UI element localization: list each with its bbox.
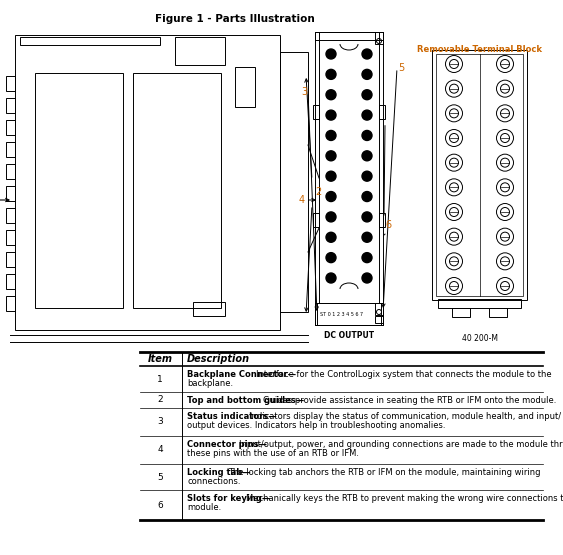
Circle shape bbox=[362, 253, 372, 263]
Circle shape bbox=[326, 69, 336, 79]
Text: Description: Description bbox=[187, 354, 250, 364]
Circle shape bbox=[362, 273, 372, 283]
Text: backplane.: backplane. bbox=[187, 379, 233, 388]
Bar bbox=[15, 35, 280, 330]
Text: Slots for keying—: Slots for keying— bbox=[187, 494, 270, 503]
Circle shape bbox=[326, 191, 336, 201]
Bar bbox=[6, 120, 15, 135]
Text: Connector pins—: Connector pins— bbox=[187, 440, 267, 449]
Text: output devices. Indicators help in troubleshooting anomalies.: output devices. Indicators help in troub… bbox=[187, 421, 445, 430]
Bar bbox=[436, 54, 523, 296]
Circle shape bbox=[326, 151, 336, 161]
Text: 4: 4 bbox=[157, 446, 163, 455]
Text: The locking tab anchors the RTB or IFM on the module, maintaining wiring: The locking tab anchors the RTB or IFM o… bbox=[229, 468, 541, 477]
Bar bbox=[379, 105, 385, 119]
Text: 2: 2 bbox=[315, 187, 321, 197]
Bar bbox=[315, 32, 383, 40]
Text: Mechanically keys the RTB to prevent making the wrong wire connections to your: Mechanically keys the RTB to prevent mak… bbox=[245, 494, 563, 503]
Bar bbox=[313, 105, 319, 119]
Bar bbox=[235, 67, 255, 107]
Bar bbox=[489, 308, 507, 317]
Bar bbox=[6, 252, 15, 267]
Bar bbox=[175, 37, 225, 65]
Bar bbox=[375, 32, 383, 44]
Circle shape bbox=[326, 171, 336, 181]
Text: Removable Terminal Block: Removable Terminal Block bbox=[417, 45, 542, 54]
Text: connections.: connections. bbox=[187, 477, 240, 486]
Text: these pins with the use of an RTB or IFM.: these pins with the use of an RTB or IFM… bbox=[187, 449, 359, 458]
Bar bbox=[6, 296, 15, 311]
Bar bbox=[452, 308, 470, 317]
Bar bbox=[6, 274, 15, 289]
Bar bbox=[317, 303, 381, 325]
Text: 5: 5 bbox=[157, 472, 163, 482]
Bar bbox=[375, 303, 383, 315]
Bar bbox=[280, 52, 308, 312]
Text: Interface for the ControlLogix system that connects the module to the: Interface for the ControlLogix system th… bbox=[256, 370, 552, 379]
Text: Figure 1 - Parts Illustration: Figure 1 - Parts Illustration bbox=[155, 14, 315, 24]
Circle shape bbox=[326, 273, 336, 283]
Bar bbox=[6, 142, 15, 157]
Bar bbox=[432, 50, 527, 300]
Bar bbox=[6, 208, 15, 223]
Text: Status indicators—: Status indicators— bbox=[187, 412, 277, 421]
Bar bbox=[375, 316, 383, 323]
Circle shape bbox=[362, 191, 372, 201]
Text: 1: 1 bbox=[157, 375, 163, 384]
Text: Locking tab—: Locking tab— bbox=[187, 468, 251, 477]
Bar bbox=[20, 37, 160, 45]
Circle shape bbox=[362, 130, 372, 140]
Bar bbox=[6, 98, 15, 113]
Bar bbox=[35, 73, 123, 308]
Text: DC OUTPUT: DC OUTPUT bbox=[324, 331, 374, 341]
Bar bbox=[313, 213, 319, 227]
Bar bbox=[319, 32, 379, 303]
Bar bbox=[6, 186, 15, 201]
Circle shape bbox=[362, 171, 372, 181]
Circle shape bbox=[362, 110, 372, 120]
Bar bbox=[315, 32, 383, 325]
Bar bbox=[133, 73, 221, 308]
Circle shape bbox=[326, 212, 336, 222]
Circle shape bbox=[326, 233, 336, 243]
Text: 5: 5 bbox=[398, 63, 404, 73]
Circle shape bbox=[362, 90, 372, 100]
Circle shape bbox=[326, 253, 336, 263]
Circle shape bbox=[326, 130, 336, 140]
Circle shape bbox=[326, 49, 336, 59]
Text: 3: 3 bbox=[301, 87, 307, 97]
Text: Backplane Connector—: Backplane Connector— bbox=[187, 370, 296, 379]
Text: 3: 3 bbox=[157, 417, 163, 426]
Text: Guides provide assistance in seating the RTB or IFM onto the module.: Guides provide assistance in seating the… bbox=[263, 396, 556, 405]
Bar bbox=[379, 213, 385, 227]
Text: 2: 2 bbox=[157, 396, 163, 405]
Circle shape bbox=[326, 110, 336, 120]
Text: Top and bottom guides—: Top and bottom guides— bbox=[187, 396, 304, 405]
Circle shape bbox=[362, 233, 372, 243]
Bar bbox=[193, 302, 225, 316]
Circle shape bbox=[362, 49, 372, 59]
Bar bbox=[438, 299, 521, 308]
Text: Indicators display the status of communication, module health, and input/: Indicators display the status of communi… bbox=[249, 412, 561, 421]
Text: 4: 4 bbox=[299, 195, 305, 205]
Bar bbox=[315, 303, 383, 325]
Circle shape bbox=[362, 151, 372, 161]
Bar bbox=[6, 164, 15, 179]
Circle shape bbox=[326, 90, 336, 100]
Text: 40 200-M: 40 200-M bbox=[462, 334, 498, 343]
Text: ST 0 1 2 3 4 5 6 7: ST 0 1 2 3 4 5 6 7 bbox=[320, 311, 363, 316]
Text: Input/output, power, and grounding connections are made to the module through: Input/output, power, and grounding conne… bbox=[239, 440, 563, 449]
Text: Item: Item bbox=[148, 354, 172, 364]
Bar bbox=[6, 76, 15, 91]
Text: 6: 6 bbox=[385, 220, 391, 230]
Circle shape bbox=[362, 212, 372, 222]
Bar bbox=[6, 230, 15, 245]
Circle shape bbox=[362, 69, 372, 79]
Text: module.: module. bbox=[187, 503, 221, 512]
Text: 6: 6 bbox=[157, 501, 163, 509]
